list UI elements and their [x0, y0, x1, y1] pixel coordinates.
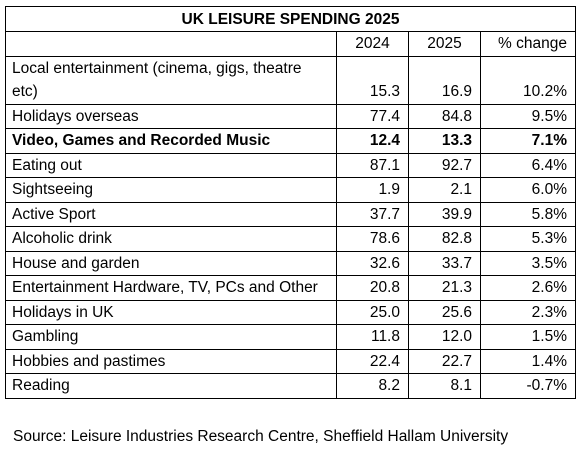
table-row: Gambling 11.8 12.0 1.5% [5, 324, 576, 350]
table-row: Sightseeing 1.9 2.1 6.0% [5, 177, 576, 203]
row-value-2024: 11.8 [336, 324, 409, 350]
source-note: Source: Leisure Industries Research Cent… [13, 428, 509, 445]
row-percent-change: 7.1% [480, 128, 576, 154]
row-percent-change: -0.7% [480, 373, 576, 399]
row-category: Video, Games and Recorded Music [5, 128, 337, 154]
row-category: Entertainment Hardware, TV, PCs and Othe… [5, 275, 337, 301]
row-category: Reading [5, 373, 337, 399]
row-value-2025: 22.7 [408, 348, 481, 374]
row-percent-change: 2.6% [480, 275, 576, 301]
header-2024: 2024 [336, 31, 409, 57]
row-value-2025: 21.3 [408, 275, 481, 301]
leisure-spending-table: UK LEISURE SPENDING 2025 2024 2025 % cha… [5, 6, 576, 399]
table-row: Reading 8.2 8.1 -0.7% [5, 373, 576, 399]
row-value-2024: 12.4 [336, 128, 409, 154]
table-row: Active Sport 37.7 39.9 5.8% [5, 201, 576, 227]
table-row: Local entertainment (cinema, gigs, theat… [5, 55, 576, 105]
table-row: Eating out 87.1 92.7 6.4% [5, 152, 576, 178]
row-category: Holidays overseas [5, 103, 337, 129]
row-percent-change: 9.5% [480, 103, 576, 129]
row-category: Holidays in UK [5, 299, 337, 325]
row-value-2024: 78.6 [336, 226, 409, 252]
row-value-2025: 33.7 [408, 250, 481, 276]
row-percent-change: 6.0% [480, 177, 576, 203]
table-body: Local entertainment (cinema, gigs, theat… [5, 55, 576, 399]
row-value-2024: 37.7 [336, 201, 409, 227]
row-value-2025: 25.6 [408, 299, 481, 325]
row-category: Active Sport [5, 201, 337, 227]
row-value-2025: 39.9 [408, 201, 481, 227]
row-percent-change: 1.5% [480, 324, 576, 350]
header-change: % change [480, 31, 576, 57]
row-value-2025: 2.1 [408, 177, 481, 203]
row-value-2024: 32.6 [336, 250, 409, 276]
row-value-2024: 25.0 [336, 299, 409, 325]
row-percent-change: 2.3% [480, 299, 576, 325]
table-row: Video, Games and Recorded Music 12.4 13.3 7… [5, 128, 576, 154]
row-value-2024: 15.3 [336, 55, 409, 105]
row-category: Gambling [5, 324, 337, 350]
row-category: Hobbies and pastimes [5, 348, 337, 374]
row-value-2025: 13.3 [408, 128, 481, 154]
leisure-spending-table-container: UK LEISURE SPENDING 2025 2024 2025 % cha… [5, 6, 576, 399]
row-value-2025: 82.8 [408, 226, 481, 252]
row-category: Local entertainment (cinema, gigs, theat… [5, 55, 337, 105]
table-row: Hobbies and pastimes 22.4 22.7 1.4% [5, 348, 576, 374]
row-value-2024: 20.8 [336, 275, 409, 301]
header-2025: 2025 [408, 31, 481, 57]
table-title: UK LEISURE SPENDING 2025 [5, 6, 576, 32]
row-value-2025: 92.7 [408, 152, 481, 178]
row-percent-change: 10.2% [480, 55, 576, 105]
row-value-2025: 84.8 [408, 103, 481, 129]
header-category [5, 31, 337, 57]
header-row: 2024 2025 % change [5, 31, 576, 57]
row-category: Alcoholic drink [5, 226, 337, 252]
row-value-2024: 1.9 [336, 177, 409, 203]
row-value-2024: 87.1 [336, 152, 409, 178]
row-percent-change: 5.3% [480, 226, 576, 252]
row-value-2024: 77.4 [336, 103, 409, 129]
row-category: House and garden [5, 250, 337, 276]
row-value-2025: 12.0 [408, 324, 481, 350]
row-percent-change: 1.4% [480, 348, 576, 374]
row-category: Sightseeing [5, 177, 337, 203]
row-percent-change: 5.8% [480, 201, 576, 227]
table-row: Holidays in UK 25.0 25.6 2.3% [5, 299, 576, 325]
table-row: Alcoholic drink 78.6 82.8 5.3% [5, 226, 576, 252]
row-value-2024: 22.4 [336, 348, 409, 374]
table-row: House and garden 32.6 33.7 3.5% [5, 250, 576, 276]
row-value-2025: 8.1 [408, 373, 481, 399]
table-row: Holidays overseas 77.4 84.8 9.5% [5, 103, 576, 129]
row-category: Eating out [5, 152, 337, 178]
row-value-2024: 8.2 [336, 373, 409, 399]
row-percent-change: 3.5% [480, 250, 576, 276]
row-value-2025: 16.9 [408, 55, 481, 105]
table-row: Entertainment Hardware, TV, PCs and Othe… [5, 275, 576, 301]
title-row: UK LEISURE SPENDING 2025 [5, 6, 576, 32]
row-percent-change: 6.4% [480, 152, 576, 178]
